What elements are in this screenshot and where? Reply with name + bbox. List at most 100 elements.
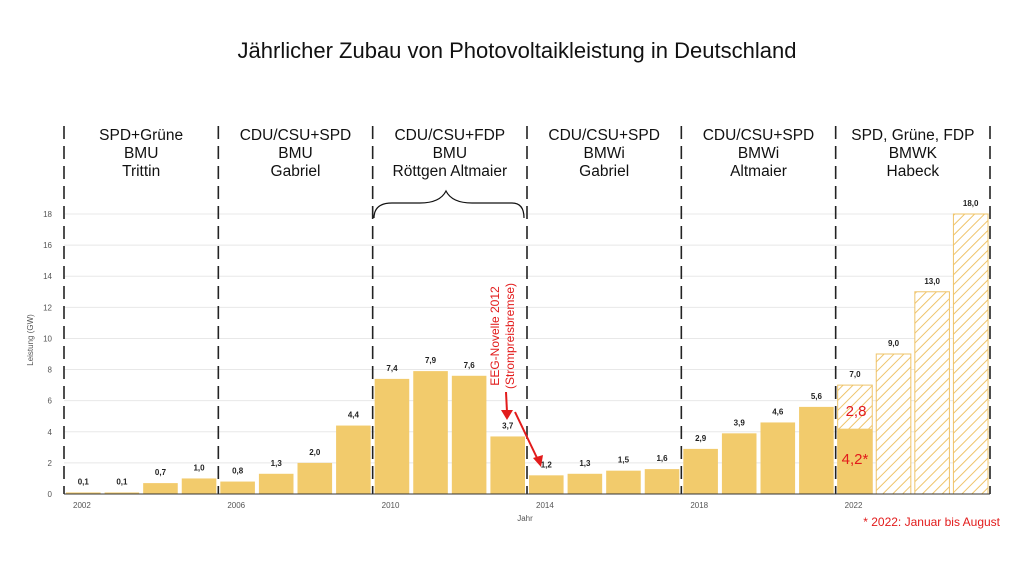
bar-2023 xyxy=(875,353,912,495)
bar-2014 xyxy=(529,475,564,494)
x-tick-labels: 2002 2006 2010 2014 2018 2022 xyxy=(73,501,863,510)
roettgen-altmaier-brace xyxy=(373,189,525,219)
data-label-2003: 0,1 xyxy=(116,477,128,486)
data-label-2010: 7,4 xyxy=(386,364,398,373)
y-tick-label: 4 xyxy=(48,428,53,437)
government-label-line: Gabriel xyxy=(271,163,321,180)
data-label-2012: 7,6 xyxy=(464,361,476,370)
data-label-2004: 0,7 xyxy=(155,468,167,477)
government-label-line: CDU/CSU+SPD xyxy=(703,127,815,144)
annotation-arrow-short xyxy=(505,391,508,413)
data-label-2025: 18,0 xyxy=(963,199,979,208)
bar-2003 xyxy=(104,492,140,494)
data-label-2023: 9,0 xyxy=(888,339,900,348)
data-label-2014: 1,2 xyxy=(541,460,553,469)
annotation-arrowhead-short xyxy=(501,410,513,420)
bar-2024 xyxy=(914,291,950,495)
y-tick-labels: 0 2 4 6 8 10 12 14 16 18 xyxy=(43,210,52,499)
government-label-line: CDU/CSU+FDP xyxy=(394,127,505,144)
data-label-2017: 1,6 xyxy=(656,454,668,463)
bar-2004 xyxy=(143,483,178,494)
data-label-2021: 5,6 xyxy=(811,392,823,401)
bar-2025 xyxy=(952,213,989,495)
y-tick-label: 6 xyxy=(48,397,53,406)
data-label-2013: 3,7 xyxy=(502,421,514,430)
y-tick-label: 18 xyxy=(43,210,52,219)
actual-2022-label: 4,2* xyxy=(842,451,869,468)
y-tick-label: 12 xyxy=(43,303,52,312)
bar-2002 xyxy=(66,492,101,494)
government-label-line: Röttgen Altmaier xyxy=(393,163,508,180)
footnote: * 2022: Januar bis August xyxy=(863,515,1000,529)
remaining-2022-label: 2,8 xyxy=(846,403,867,420)
data-label-2016: 1,5 xyxy=(618,456,630,465)
y-tick-label: 0 xyxy=(48,490,53,499)
government-label-line: BMU xyxy=(433,145,467,162)
data-label-2008: 2,0 xyxy=(309,448,321,457)
data-label-2007: 1,3 xyxy=(271,459,283,468)
bar-2022-actual xyxy=(837,428,873,494)
government-label-line: BMU xyxy=(124,145,158,162)
y-tick-label: 2 xyxy=(48,459,53,468)
government-label-line: CDU/CSU+SPD xyxy=(548,127,660,144)
bar-2021 xyxy=(799,406,834,494)
bar-2006 xyxy=(220,481,255,494)
government-label-line: SPD, Grüne, FDP xyxy=(851,127,974,144)
period-dividers xyxy=(63,126,991,494)
data-label-2022: 7,0 xyxy=(849,370,861,379)
data-label-2011: 7,9 xyxy=(425,356,437,365)
government-label-line: BMWi xyxy=(584,145,625,162)
data-label-2018: 2,9 xyxy=(695,434,707,443)
government-labels: SPD+GrüneBMUTrittinCDU/CSU+SPDBMUGabriel… xyxy=(99,127,974,180)
y-axis-label: Leistung (GW) xyxy=(26,314,35,366)
x-axis-label: Jahr xyxy=(517,514,533,523)
bars xyxy=(66,213,989,495)
bar-2005 xyxy=(181,478,217,494)
y-tick-label: 16 xyxy=(43,241,52,250)
y-tick-label: 14 xyxy=(43,272,52,281)
data-label-2009: 4,4 xyxy=(348,411,360,420)
data-label-2015: 1,3 xyxy=(579,459,591,468)
annotation-line2: (Strompreisbremse) xyxy=(503,283,517,389)
x-tick-label: 2022 xyxy=(845,501,863,510)
government-label-line: BMWK xyxy=(889,145,938,162)
annotation-arrowhead-long xyxy=(533,455,543,467)
x-tick-label: 2006 xyxy=(227,501,245,510)
data-label-2006: 0,8 xyxy=(232,467,244,476)
bar-2018 xyxy=(683,448,718,494)
bar-2020 xyxy=(760,422,796,494)
y-tick-label: 8 xyxy=(48,366,53,375)
government-label-line: Altmaier xyxy=(730,163,787,180)
x-tick-label: 2010 xyxy=(382,501,400,510)
government-label-line: Trittin xyxy=(122,163,160,180)
bar-2009 xyxy=(336,425,371,494)
government-label-line: SPD+Grüne xyxy=(99,127,183,144)
data-labels: 0,1 0,1 0,7 1,0 0,8 1,3 2,0 4,4 7,4 7,9 7,6 3,7 1,2 1… xyxy=(78,199,979,486)
bar-2012 xyxy=(451,375,487,494)
government-label-line: BMWi xyxy=(738,145,779,162)
bar-2007 xyxy=(258,473,294,494)
data-label-2020: 4,6 xyxy=(772,407,784,416)
data-label-2005: 1,0 xyxy=(193,463,205,472)
chart-title: Jährlicher Zubau von Photovoltaikleistun… xyxy=(238,38,797,63)
bar-2017 xyxy=(644,469,680,494)
data-label-2002: 0,1 xyxy=(78,477,90,486)
bar-2008 xyxy=(297,462,333,494)
bar-2019 xyxy=(721,433,757,494)
bar-2010 xyxy=(374,378,410,494)
government-label-line: Habeck xyxy=(887,163,940,180)
data-label-2019: 3,9 xyxy=(734,418,746,427)
annotation-arrow-long xyxy=(514,411,539,461)
x-tick-label: 2018 xyxy=(690,501,708,510)
government-label-line: Gabriel xyxy=(579,163,629,180)
bar-2011 xyxy=(413,371,448,494)
bar-2015 xyxy=(567,473,603,494)
x-tick-label: 2014 xyxy=(536,501,554,510)
bar-2016 xyxy=(606,470,641,494)
data-label-2024: 13,0 xyxy=(924,277,940,286)
government-label-line: CDU/CSU+SPD xyxy=(240,127,352,144)
y-tick-label: 10 xyxy=(43,334,52,343)
government-label-line: BMU xyxy=(278,145,312,162)
x-tick-label: 2002 xyxy=(73,501,91,510)
